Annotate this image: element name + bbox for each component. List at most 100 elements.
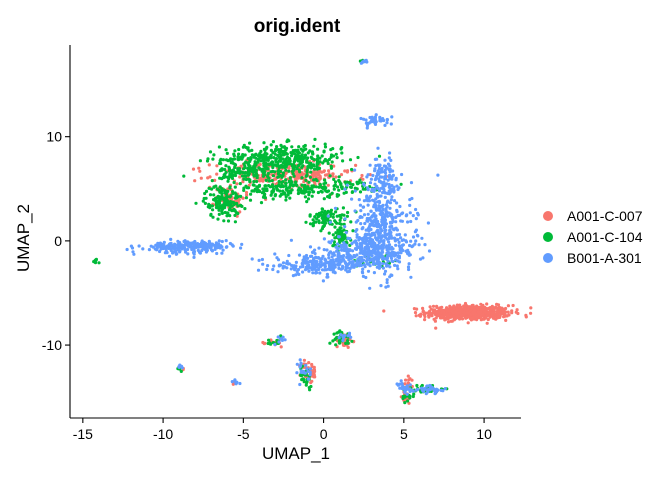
data-point	[370, 242, 374, 247]
data-point	[355, 233, 359, 237]
data-point	[361, 274, 365, 278]
data-point	[387, 182, 391, 187]
data-point	[364, 228, 368, 232]
data-point	[212, 193, 216, 197]
data-point	[389, 247, 394, 251]
data-point	[308, 388, 312, 392]
data-point	[417, 243, 421, 247]
data-point	[361, 226, 365, 230]
data-point	[335, 156, 339, 160]
data-point	[326, 161, 330, 166]
data-point	[386, 284, 390, 288]
data-point	[377, 154, 382, 158]
legend-key	[543, 232, 553, 242]
data-point	[244, 196, 248, 200]
data-point	[271, 267, 275, 272]
data-point	[284, 195, 288, 199]
data-point	[230, 176, 235, 180]
data-point	[363, 221, 367, 226]
data-point	[217, 208, 221, 212]
data-point	[403, 233, 407, 237]
data-point	[322, 169, 326, 173]
data-point	[215, 205, 219, 210]
data-point	[239, 164, 243, 168]
data-point	[309, 166, 313, 170]
data-point	[380, 205, 384, 209]
data-point	[296, 272, 300, 276]
data-point	[275, 256, 279, 260]
data-point	[353, 189, 357, 193]
data-point	[380, 191, 385, 195]
data-point	[387, 236, 391, 241]
data-point	[398, 204, 402, 209]
data-point	[372, 245, 376, 249]
data-point	[337, 339, 341, 343]
data-point	[362, 263, 366, 267]
data-point	[342, 191, 346, 195]
data-point	[491, 311, 495, 315]
data-point	[323, 145, 328, 149]
data-point	[364, 121, 368, 125]
data-point	[215, 251, 219, 256]
data-point	[309, 170, 313, 174]
data-point	[227, 166, 231, 170]
data-point	[223, 167, 227, 172]
data-point	[241, 196, 245, 200]
data-point	[373, 251, 378, 256]
data-point	[270, 179, 274, 183]
data-point	[307, 193, 311, 197]
data-point	[303, 183, 307, 187]
data-point	[211, 208, 215, 212]
data-point	[425, 388, 429, 392]
data-point	[141, 247, 145, 251]
data-point	[371, 259, 376, 263]
data-point	[382, 234, 386, 238]
data-point	[376, 195, 380, 199]
data-point	[394, 243, 398, 247]
data-point	[358, 251, 362, 255]
data-point	[374, 113, 378, 117]
data-point	[271, 150, 275, 155]
data-point	[403, 394, 407, 398]
data-point	[248, 178, 252, 182]
data-point	[319, 213, 323, 217]
data-point	[308, 367, 313, 371]
data-point	[301, 270, 305, 274]
data-point	[297, 168, 301, 172]
data-point	[359, 222, 363, 226]
data-point	[129, 244, 133, 248]
data-point	[246, 186, 251, 190]
data-point	[335, 249, 339, 253]
data-point	[430, 386, 434, 390]
data-point	[457, 311, 461, 315]
data-point	[388, 173, 392, 177]
data-point	[321, 279, 325, 283]
data-point	[264, 165, 268, 169]
data-point	[310, 254, 314, 258]
data-point	[304, 363, 308, 367]
data-point	[388, 201, 392, 205]
data-point	[506, 310, 510, 314]
data-point	[329, 166, 333, 170]
data-point	[289, 238, 293, 242]
data-point	[322, 197, 326, 201]
data-point	[258, 152, 262, 156]
data-point	[368, 251, 372, 255]
data-point	[391, 169, 395, 173]
data-point	[284, 178, 288, 182]
data-point	[292, 160, 296, 164]
data-point	[276, 270, 280, 274]
data-point	[279, 143, 283, 147]
data-point	[434, 326, 438, 330]
data-point	[228, 172, 232, 176]
data-point	[349, 185, 353, 189]
data-point	[284, 146, 289, 150]
data-point	[496, 303, 501, 307]
data-point	[333, 337, 337, 341]
data-point	[315, 260, 319, 264]
data-point	[225, 214, 229, 218]
data-point	[250, 257, 254, 261]
data-point	[346, 339, 350, 343]
axes: -15 -10 -5 0 5 10 -10 0 10	[42, 45, 521, 442]
